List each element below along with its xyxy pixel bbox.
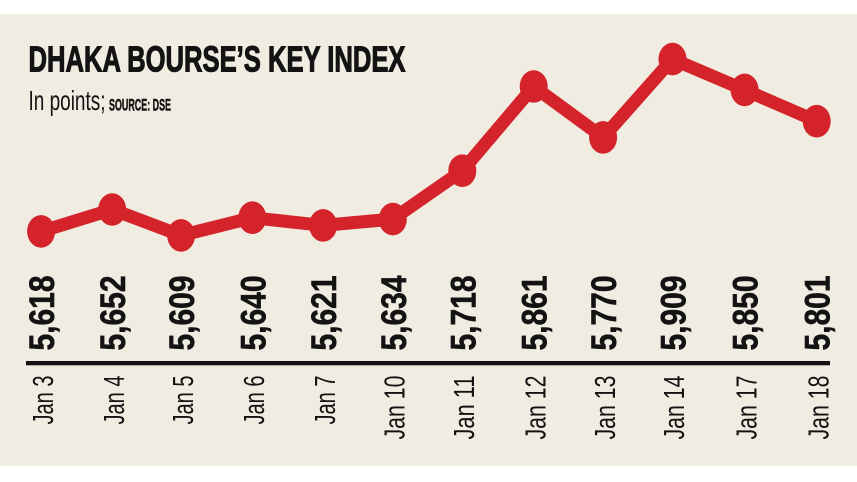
svg-text:Jan 7: Jan 7 <box>310 376 342 425</box>
svg-text:5,850: 5,850 <box>726 276 766 351</box>
svg-text:Jan 6: Jan 6 <box>239 376 271 425</box>
svg-text:Jan 13: Jan 13 <box>590 376 622 440</box>
svg-text:5,652: 5,652 <box>93 276 133 351</box>
svg-text:Jan 11: Jan 11 <box>449 376 481 440</box>
svg-text:Jan 17: Jan 17 <box>731 376 763 440</box>
svg-text:Jan 12: Jan 12 <box>521 376 553 440</box>
svg-text:5,909: 5,909 <box>654 276 694 351</box>
svg-text:5,770: 5,770 <box>584 276 624 351</box>
svg-text:Jan 4: Jan 4 <box>99 376 131 425</box>
svg-text:Jan 14: Jan 14 <box>659 376 691 440</box>
svg-text:Jan 18: Jan 18 <box>804 376 836 440</box>
svg-text:5,621: 5,621 <box>304 276 344 351</box>
svg-text:5,861: 5,861 <box>515 276 555 351</box>
svg-text:5,609: 5,609 <box>162 276 202 351</box>
svg-text:5,801: 5,801 <box>798 276 838 351</box>
svg-text:DHAKA BOURSE’S KEY INDEX: DHAKA BOURSE’S KEY INDEX <box>29 38 406 79</box>
svg-text:In points;: In points; <box>29 85 106 116</box>
svg-text:5,718: 5,718 <box>443 276 483 351</box>
svg-text:Jan 3: Jan 3 <box>28 376 60 425</box>
svg-text:SOURCE: DSE: SOURCE: DSE <box>109 96 171 115</box>
svg-text:5,618: 5,618 <box>22 276 62 351</box>
svg-text:5,640: 5,640 <box>233 276 273 351</box>
svg-text:Jan 10: Jan 10 <box>380 376 412 440</box>
svg-text:5,634: 5,634 <box>374 275 414 350</box>
svg-text:Jan 5: Jan 5 <box>168 376 200 425</box>
